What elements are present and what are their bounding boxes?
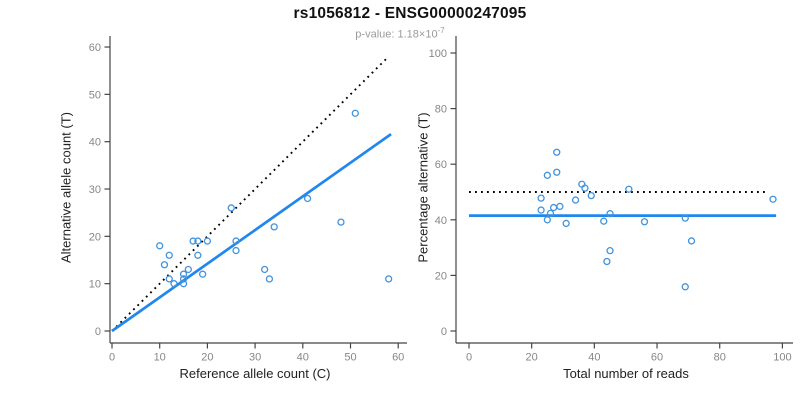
figure-title: rs1056812 - ENSG00000247095: [293, 5, 527, 22]
data-point: [769, 195, 777, 203]
data-point: [603, 257, 611, 266]
y-tick-label: 30: [89, 184, 101, 196]
right-y-axis-label: Percentage alternative (T): [415, 112, 431, 263]
data-point: [260, 265, 269, 274]
y-tick-label: 20: [89, 231, 101, 243]
data-point: [587, 191, 595, 200]
fitted-ratio-line: [111, 133, 392, 333]
x-tick-label: 40: [297, 352, 309, 364]
x-tick-label: 20: [526, 352, 538, 364]
data-point: [203, 237, 212, 245]
data-point: [227, 204, 235, 212]
data-point: [553, 148, 561, 156]
data-point: [681, 214, 689, 222]
x-tick-label: 60: [651, 352, 663, 364]
x-tick-label: 10: [154, 352, 166, 364]
y-tick-label: 100: [429, 48, 447, 60]
data-point: [165, 275, 173, 283]
y-tick-label: 40: [89, 137, 101, 149]
data-point: [170, 280, 178, 288]
data-point: [189, 237, 197, 245]
data-point: [606, 247, 614, 255]
data-point: [562, 219, 570, 228]
x-tick-label: 0: [466, 352, 472, 364]
data-point: [179, 275, 188, 283]
data-point: [581, 184, 589, 192]
y-tick-label: 40: [435, 215, 447, 227]
data-point: [640, 218, 649, 226]
data-point: [198, 270, 207, 278]
data-point: [571, 196, 580, 204]
p-value-text: p-value: 1.18×10: [355, 28, 438, 41]
data-point: [687, 237, 696, 245]
x-tick-label: 50: [344, 352, 356, 364]
x-tick-label: 20: [201, 352, 213, 364]
x-tick-label: 100: [773, 352, 791, 364]
x-tick-label: 60: [392, 352, 404, 364]
data-point: [156, 242, 164, 250]
data-point: [165, 251, 173, 259]
y-tick-label: 80: [435, 104, 447, 116]
data-point: [351, 109, 359, 117]
figure-subtitle: p-value: 1.18×10-7: [0, 26, 800, 41]
data-point: [556, 202, 564, 211]
data-point: [681, 283, 689, 291]
data-point: [337, 218, 345, 226]
data-point: [537, 206, 545, 214]
p-value-exponent: -7: [437, 26, 445, 35]
data-point: [194, 237, 202, 245]
data-point: [194, 251, 202, 259]
data-point: [549, 203, 558, 212]
data-point: [232, 246, 240, 255]
data-point: [179, 270, 188, 278]
y-tick-label: 10: [89, 279, 101, 291]
left-y-axis-label: Alternative allele count (T): [58, 112, 74, 264]
data-point: [160, 261, 169, 269]
data-point: [303, 194, 312, 203]
data-point: [600, 217, 608, 225]
y-tick-label: 50: [89, 89, 101, 101]
data-point: [385, 275, 393, 283]
data-point: [184, 265, 192, 274]
right-x-axis-label: Total number of reads: [563, 366, 689, 381]
identity-50pct-line: [111, 55, 390, 332]
data-point: [543, 216, 551, 224]
x-tick-label: 80: [714, 352, 726, 364]
data-point: [270, 223, 278, 231]
y-tick-label: 60: [435, 159, 447, 171]
y-tick-label: 0: [441, 326, 447, 338]
y-tick-label: 0: [95, 326, 101, 338]
data-point: [537, 194, 545, 202]
data-point: [265, 275, 274, 283]
y-tick-label: 20: [435, 270, 447, 282]
left-x-axis-label: Reference allele count (C): [179, 366, 331, 381]
x-tick-label: 0: [109, 352, 115, 364]
data-point: [625, 185, 633, 193]
data-point: [232, 237, 240, 245]
data-point: [606, 210, 614, 218]
data-point: [553, 168, 561, 176]
data-point: [179, 280, 188, 288]
y-tick-label: 60: [89, 42, 101, 54]
data-point: [543, 171, 551, 179]
x-tick-label: 40: [588, 352, 600, 364]
data-point: [546, 209, 555, 218]
x-tick-label: 30: [249, 352, 261, 364]
